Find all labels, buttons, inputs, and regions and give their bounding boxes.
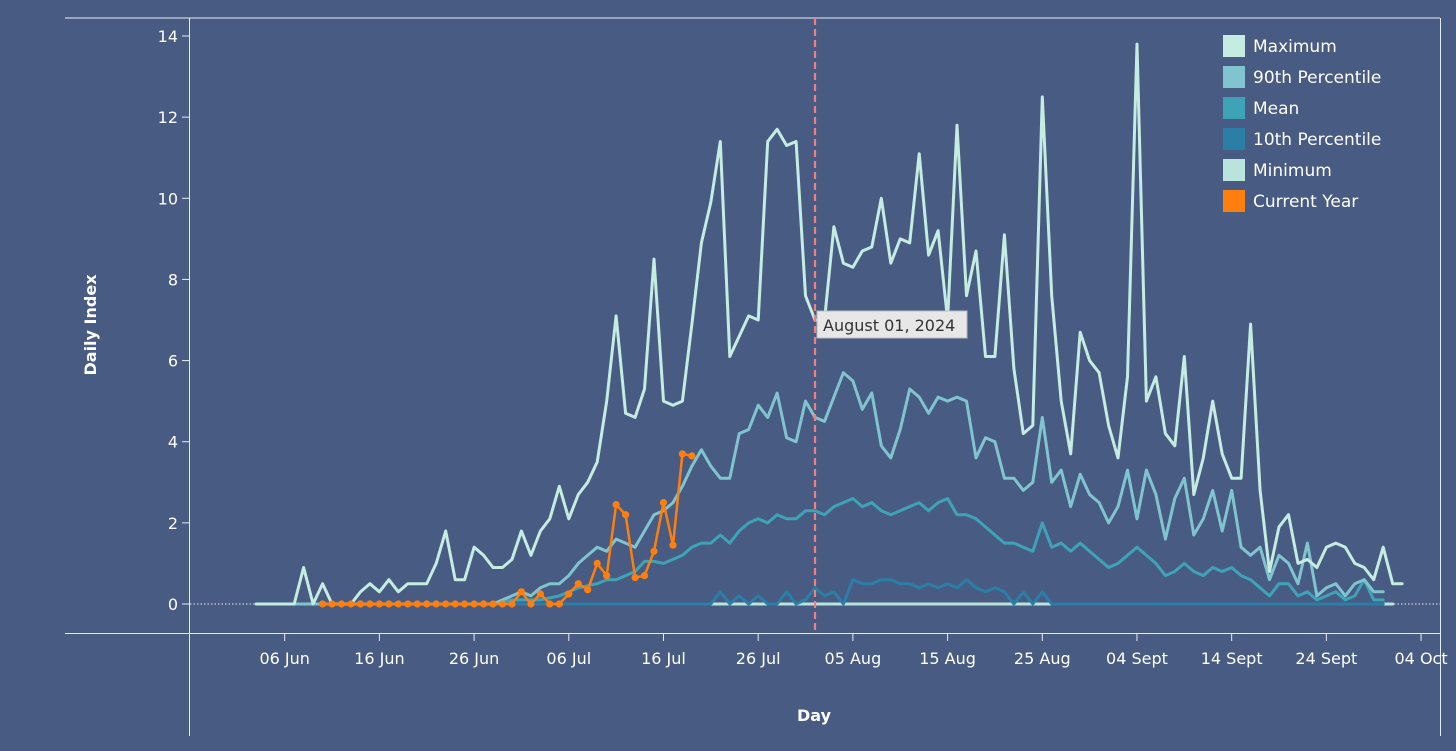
reference-line-layer: August 01, 2024 <box>813 18 968 633</box>
legend-swatch-current-year[interactable] <box>1223 190 1245 212</box>
series-line-mean <box>254 497 1385 606</box>
reference-line-tooltip <box>816 310 968 339</box>
legend-label-current-year[interactable]: Current Year <box>1253 192 1358 212</box>
series-layer <box>254 42 1404 608</box>
current-year-point[interactable] <box>508 600 516 608</box>
y-axis: 0 2 4 6 8 10 12 14 <box>158 27 189 614</box>
x-tick-label: 06 Jul <box>546 649 591 668</box>
x-tick-label: 16 Jul <box>641 649 686 668</box>
current-year-point[interactable] <box>413 600 421 608</box>
legend-swatch-minimum[interactable] <box>1223 159 1245 181</box>
current-year-point[interactable] <box>622 511 630 519</box>
legend-label-minimum[interactable]: Minimum <box>1253 161 1332 181</box>
current-year-point[interactable] <box>555 600 563 608</box>
current-year-point[interactable] <box>489 600 497 608</box>
x-tick-label: 14 Sept <box>1201 649 1263 668</box>
y-tick-label: 12 <box>158 108 178 127</box>
x-tick-label: 16 Jun <box>354 649 404 668</box>
current-year-point[interactable] <box>650 547 658 555</box>
y-tick-label: 2 <box>168 514 178 533</box>
chart-frame <box>65 17 1441 736</box>
current-year-point[interactable] <box>688 452 696 460</box>
legend-label-10th-percentile[interactable]: 10th Percentile <box>1253 130 1381 150</box>
current-year-point[interactable] <box>546 600 554 608</box>
legend-label-mean[interactable]: Mean <box>1253 99 1299 119</box>
legend-swatch-maximum[interactable] <box>1223 35 1245 57</box>
current-year-point[interactable] <box>603 572 611 580</box>
y-tick-label: 14 <box>158 27 178 46</box>
legend-swatch-10th-percentile[interactable] <box>1223 128 1245 150</box>
current-year-point[interactable] <box>347 600 355 608</box>
x-tick-label: 04 Oct <box>1395 649 1448 668</box>
current-year-point[interactable] <box>669 541 677 549</box>
current-year-point[interactable] <box>451 600 459 608</box>
current-year-point[interactable] <box>423 600 431 608</box>
current-year-point[interactable] <box>461 600 469 608</box>
current-year-point[interactable] <box>394 600 402 608</box>
x-tick-label: 25 Aug <box>1014 649 1071 668</box>
current-year-point[interactable] <box>432 600 440 608</box>
series-line-maximum <box>254 42 1404 606</box>
current-year-point[interactable] <box>574 580 582 588</box>
y-tick-label: 6 <box>168 352 178 371</box>
legend-swatch-mean[interactable] <box>1223 97 1245 119</box>
current-year-point[interactable] <box>517 588 526 596</box>
x-axis-title: Day <box>797 706 832 725</box>
x-tick-label: 06 Jun <box>259 649 309 668</box>
x-axis: 06 Jun 16 Jun 26 Jun 06 Jul 16 Jul 26 Jul 05 A… <box>259 633 1448 668</box>
y-tick-label: 0 <box>168 595 178 614</box>
current-year-point[interactable] <box>612 501 620 509</box>
current-year-point[interactable] <box>442 600 450 608</box>
current-year-point[interactable] <box>536 590 545 598</box>
y-tick-label: 10 <box>158 189 178 208</box>
current-year-point[interactable] <box>527 600 535 608</box>
current-year-point[interactable] <box>498 600 507 608</box>
current-year-point[interactable] <box>480 600 488 608</box>
current-year-point[interactable] <box>385 600 393 608</box>
x-tick-label: 26 Jun <box>449 649 499 668</box>
x-tick-label: 15 Aug <box>919 649 976 668</box>
y-axis-title: Daily Index <box>81 274 100 376</box>
legend-label-90th-percentile[interactable]: 90th Percentile <box>1253 68 1381 88</box>
current-year-point[interactable] <box>319 600 327 608</box>
x-tick-label: 04 Sept <box>1106 649 1168 668</box>
current-year-point[interactable] <box>565 590 573 598</box>
y-tick-label: 4 <box>168 433 178 452</box>
current-year-point[interactable] <box>678 450 687 458</box>
series-line-current-year <box>321 452 694 606</box>
current-year-point[interactable] <box>328 600 336 608</box>
current-year-point[interactable] <box>640 572 649 580</box>
x-tick-label: 26 Jul <box>736 649 781 668</box>
current-year-point[interactable] <box>584 586 592 594</box>
current-year-point[interactable] <box>356 600 365 608</box>
reference-line-label: August 01, 2024 <box>823 316 955 335</box>
current-year-point[interactable] <box>366 600 374 608</box>
current-year-point[interactable] <box>337 600 346 608</box>
current-year-point[interactable] <box>593 559 601 568</box>
x-tick-label: 05 Aug <box>825 649 882 668</box>
current-year-point[interactable] <box>404 600 412 608</box>
y-tick-label: 8 <box>168 270 178 289</box>
x-tick-label: 24 Sept <box>1295 649 1357 668</box>
current-year-point[interactable] <box>470 600 478 608</box>
current-year-point[interactable] <box>659 499 668 507</box>
legend: Maximum 90th Percentile Mean 10th Percentil… <box>1223 35 1381 212</box>
legend-label-maximum[interactable]: Maximum <box>1253 37 1337 57</box>
current-year-point[interactable] <box>631 574 639 582</box>
current-year-point[interactable] <box>375 600 383 608</box>
legend-swatch-90th-percentile[interactable] <box>1223 66 1245 88</box>
